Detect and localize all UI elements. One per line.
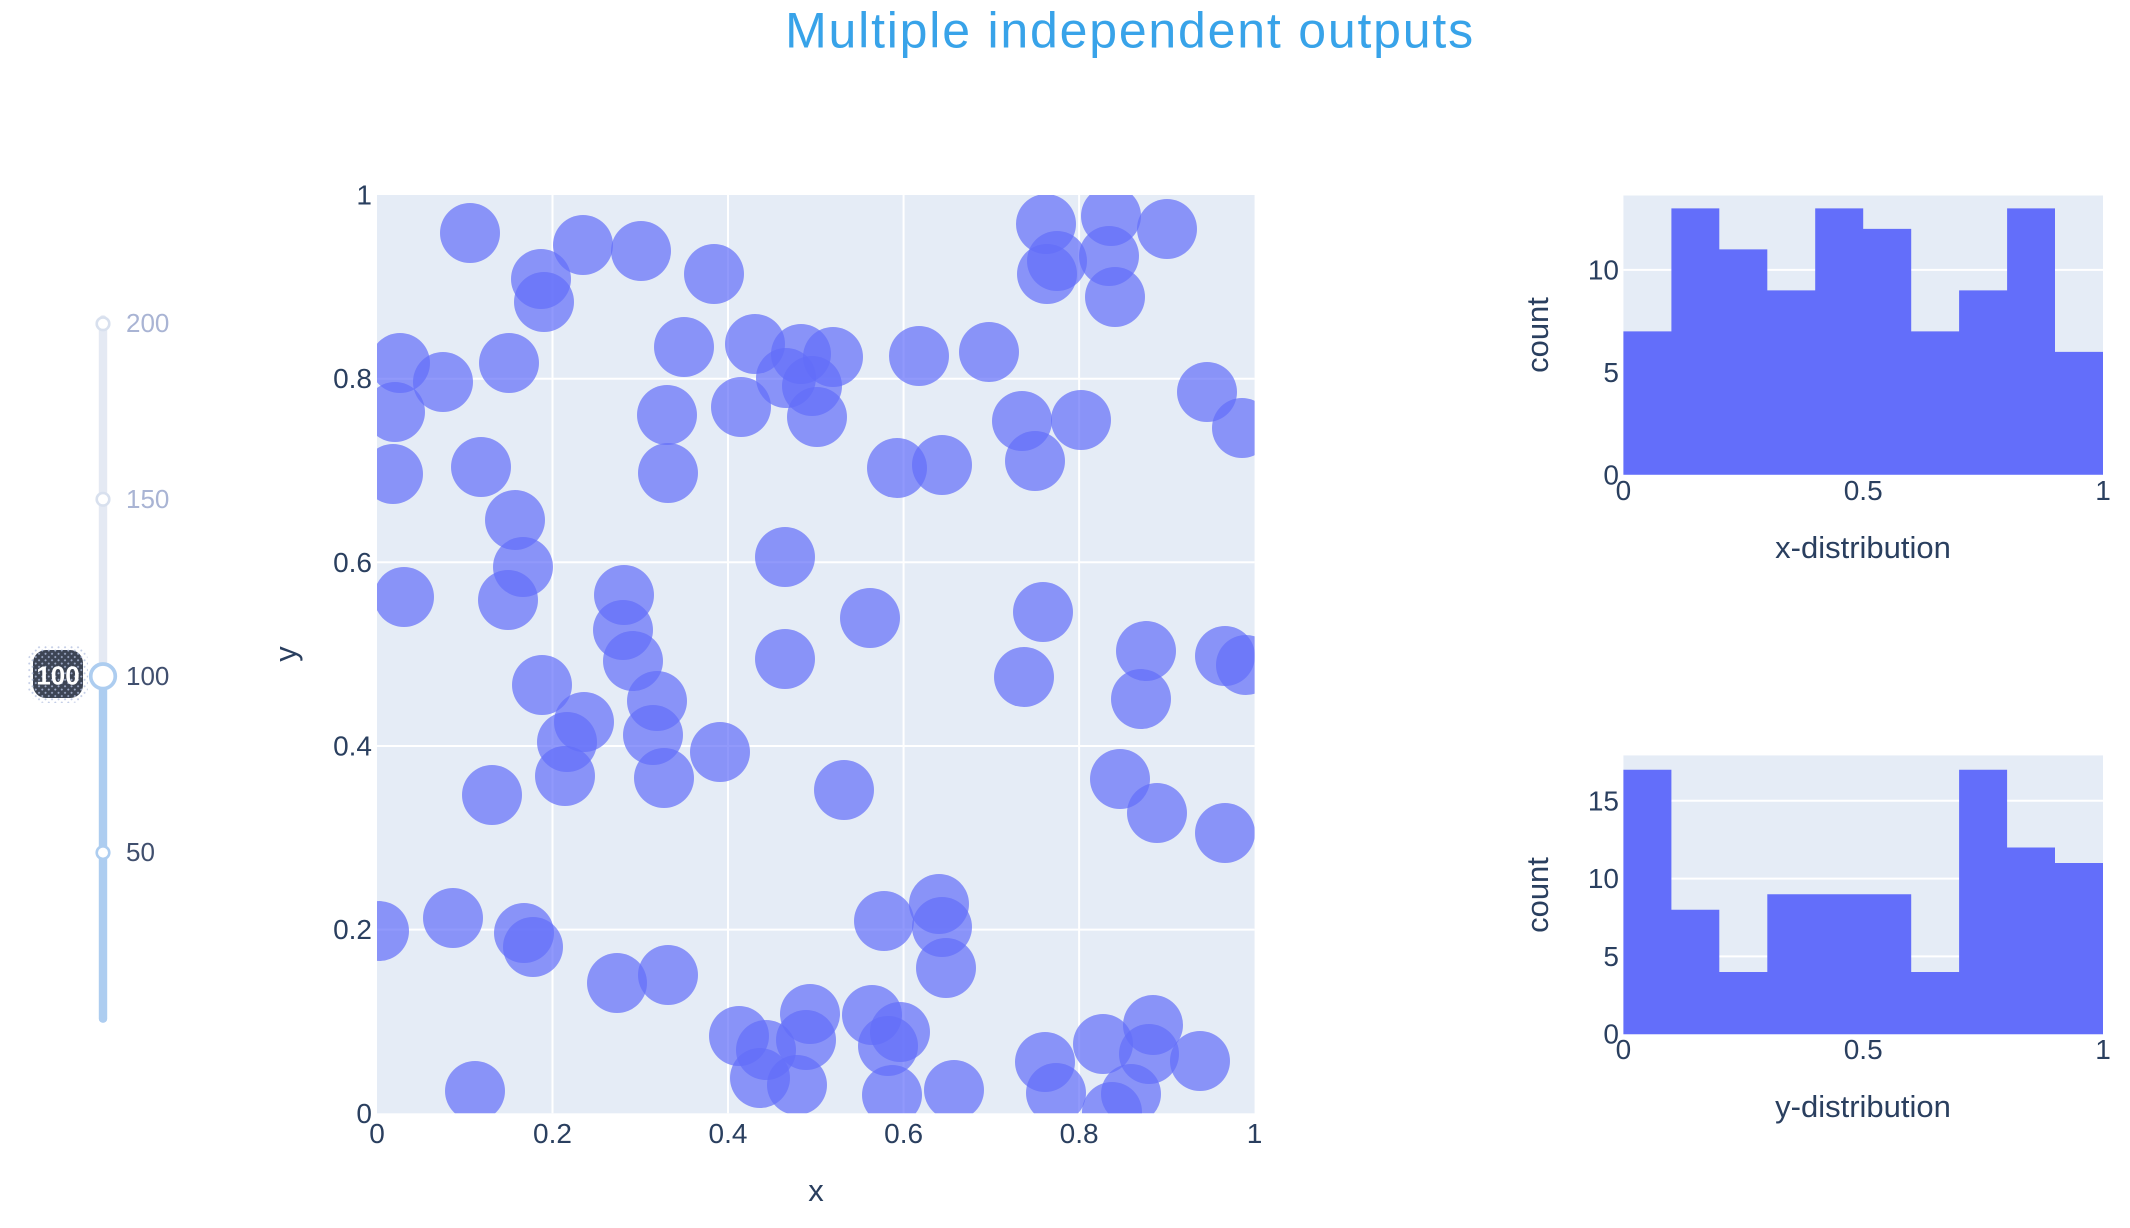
- svg-text:15: 15: [1588, 785, 1619, 816]
- svg-text:0.5: 0.5: [1844, 475, 1883, 506]
- svg-text:count: count: [1520, 297, 1555, 373]
- svg-text:1: 1: [1247, 1118, 1263, 1149]
- svg-text:0: 0: [1603, 459, 1619, 490]
- svg-text:0.4: 0.4: [333, 731, 372, 762]
- svg-text:0.8: 0.8: [333, 363, 372, 394]
- svg-text:1: 1: [356, 180, 372, 211]
- svg-text:0.5: 0.5: [1844, 1034, 1883, 1065]
- svg-text:150: 150: [126, 484, 169, 514]
- svg-text:0.4: 0.4: [709, 1118, 748, 1149]
- svg-text:x: x: [808, 1173, 824, 1208]
- svg-text:100: 100: [126, 661, 169, 691]
- svg-text:0: 0: [1616, 1034, 1632, 1065]
- svg-text:0: 0: [1616, 475, 1632, 506]
- svg-text:count: count: [1520, 857, 1555, 933]
- svg-text:0: 0: [1603, 1019, 1619, 1050]
- svg-text:5: 5: [1603, 357, 1619, 388]
- svg-text:0: 0: [369, 1118, 385, 1149]
- svg-text:0.8: 0.8: [1060, 1118, 1099, 1149]
- svg-text:10: 10: [1588, 254, 1619, 285]
- svg-text:0: 0: [356, 1098, 372, 1129]
- svg-text:1: 1: [2095, 1034, 2111, 1065]
- svg-text:1: 1: [2095, 475, 2111, 506]
- svg-text:5: 5: [1603, 941, 1619, 972]
- svg-text:y: y: [268, 646, 303, 662]
- svg-text:50: 50: [126, 837, 155, 867]
- svg-text:200: 200: [126, 308, 169, 338]
- svg-text:10: 10: [1588, 863, 1619, 894]
- svg-text:0.2: 0.2: [333, 914, 372, 945]
- svg-text:y-distribution: y-distribution: [1775, 1089, 1951, 1124]
- svg-text:Multiple independent outputs: Multiple independent outputs: [785, 3, 1475, 59]
- svg-text:100: 100: [36, 661, 79, 691]
- svg-text:x-distribution: x-distribution: [1775, 530, 1951, 565]
- svg-text:0.2: 0.2: [533, 1118, 572, 1149]
- svg-text:0.6: 0.6: [884, 1118, 923, 1149]
- svg-text:0.6: 0.6: [333, 547, 372, 578]
